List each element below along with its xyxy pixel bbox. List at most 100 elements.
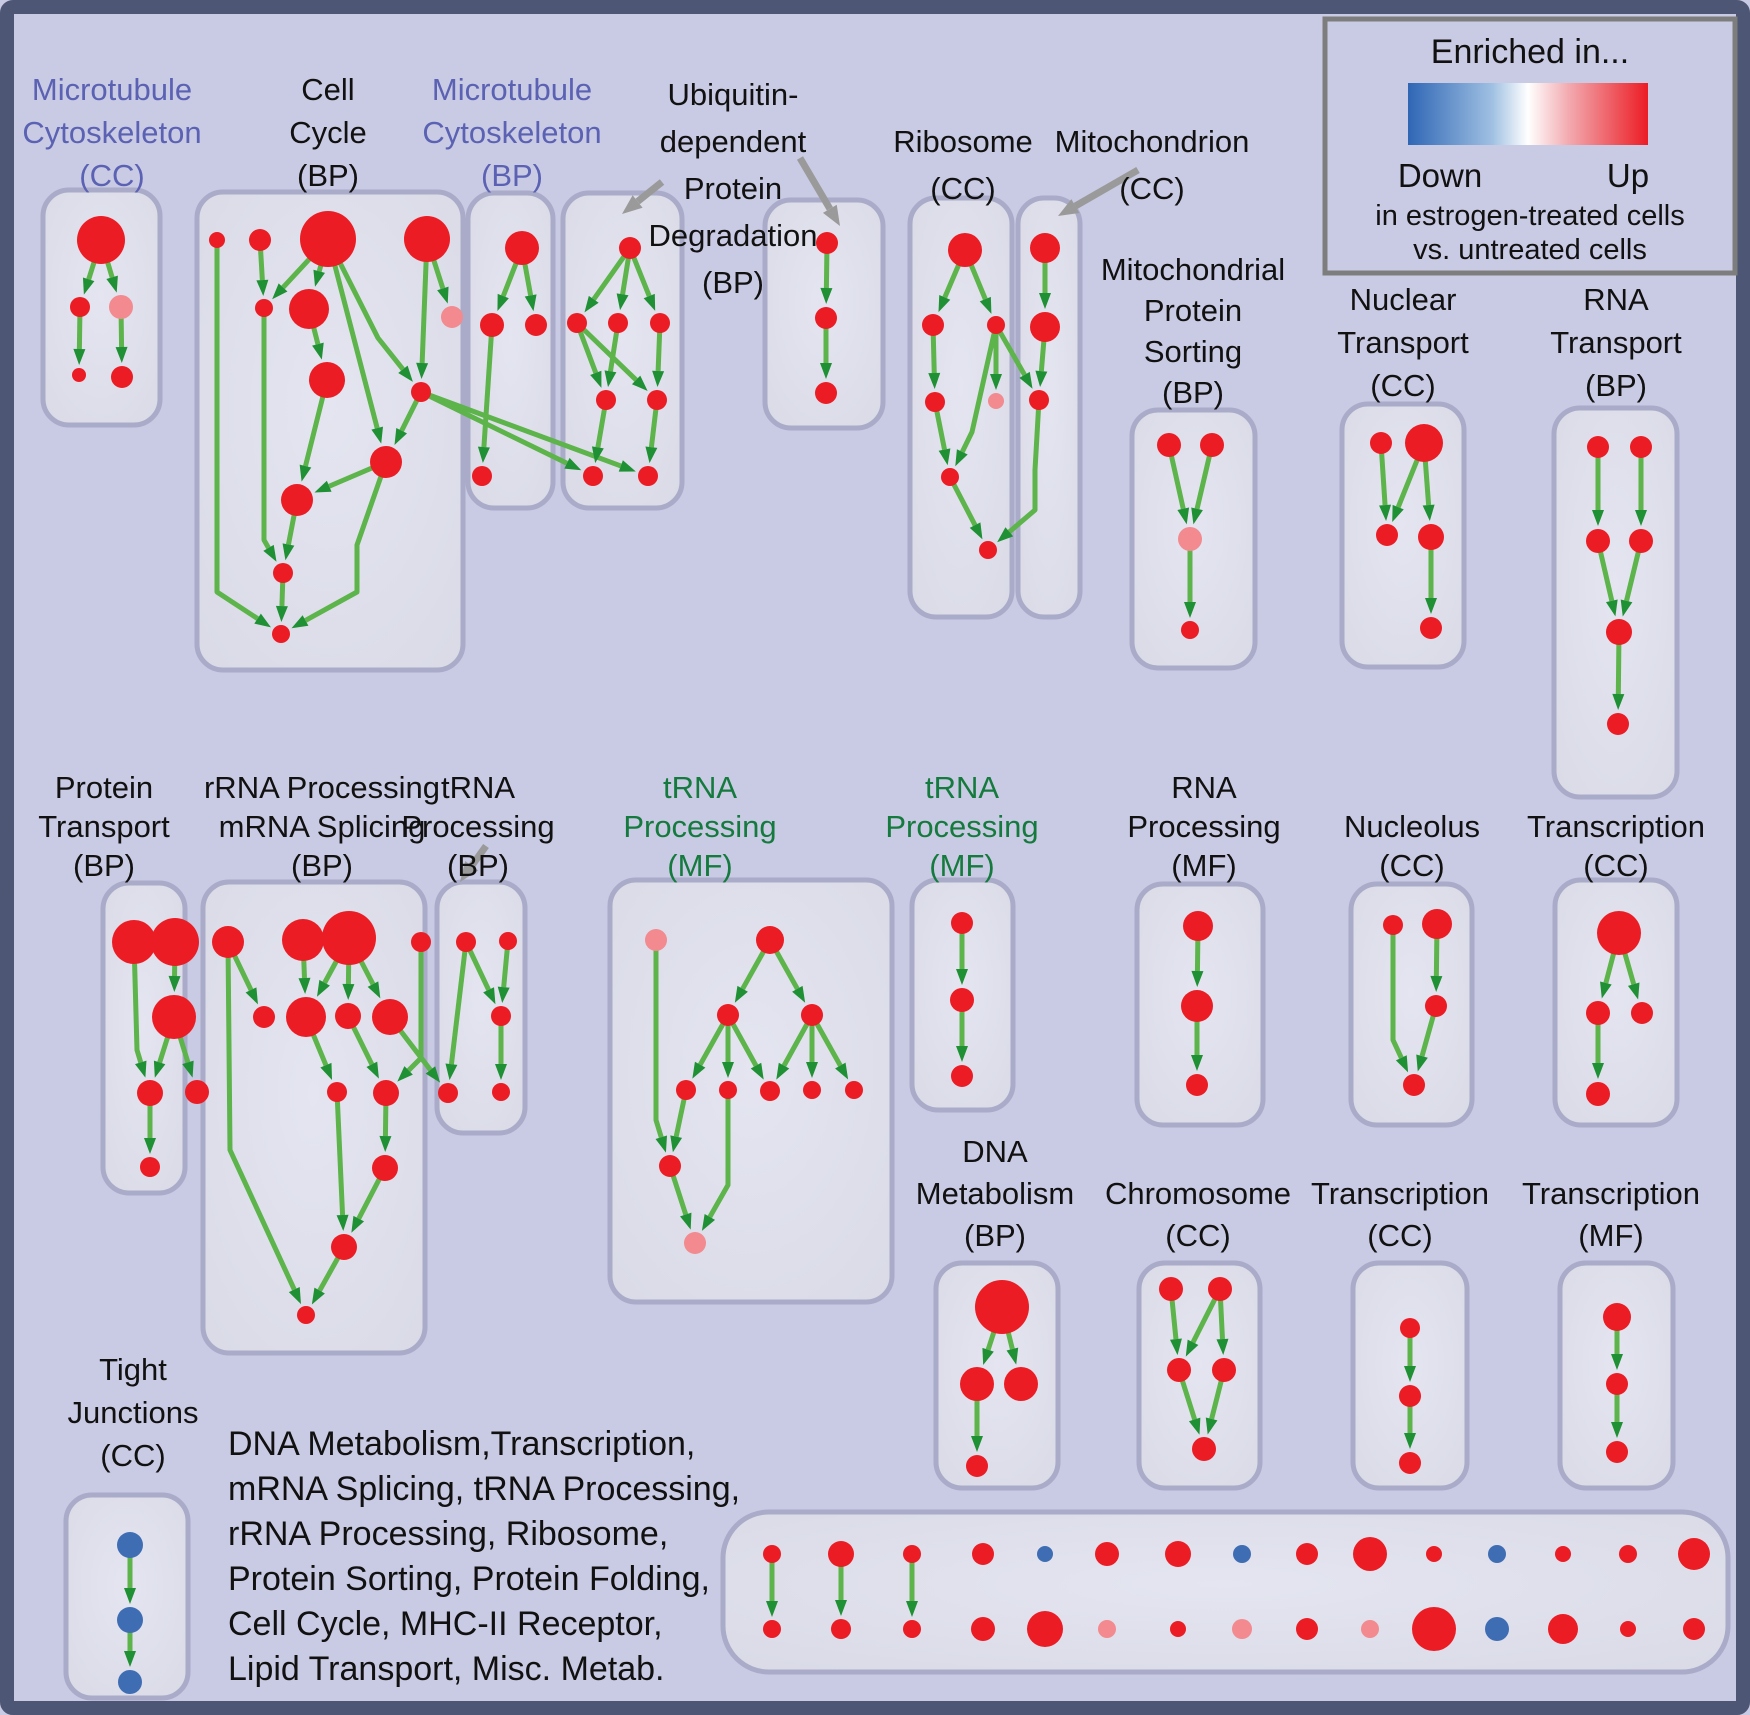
gene-node-k6-red bbox=[140, 1157, 160, 1177]
cluster-label-trna-processing-mf-1-line0: tRNA bbox=[663, 770, 737, 805]
edge-l10-l11-head bbox=[379, 1135, 392, 1153]
edge-b5-b12-head bbox=[263, 544, 277, 562]
cluster-label-transcription-cc-2-line0: Transcription bbox=[1311, 1176, 1489, 1211]
edge-t2-t4-head bbox=[1216, 1338, 1229, 1356]
gene-node-a5-red bbox=[111, 366, 133, 388]
edge-o2-o3-head bbox=[956, 1046, 968, 1062]
edge-d1-d3-head bbox=[616, 293, 629, 311]
gene-node-p2-red bbox=[1181, 990, 1213, 1022]
gene-node-b7-pink bbox=[441, 306, 463, 328]
edge-d1-d2-head bbox=[584, 295, 599, 313]
edge-b1-b13-head bbox=[254, 613, 271, 628]
gene-node-b13-red bbox=[272, 625, 290, 643]
edge-q1-q4-shaft bbox=[1390, 925, 1404, 1059]
cluster-label-trna-processing-bp-line0: tRNA bbox=[441, 770, 515, 805]
cluster-label-protein-transport-bp-line0: Protein bbox=[55, 770, 153, 805]
edge-c1-c3-head bbox=[524, 294, 537, 312]
cluster-label-transcription-mf-line1: (MF) bbox=[1578, 1218, 1643, 1253]
ubiquitin-left-arrow-head bbox=[622, 195, 643, 214]
gene-node-f5-pink bbox=[988, 393, 1004, 409]
edge-c2-c4-head bbox=[477, 446, 490, 464]
gene-node-l3-red bbox=[322, 911, 376, 965]
ubiquitin-right-arrow-shaft bbox=[796, 156, 833, 211]
edge-g3-f7-shaft bbox=[1007, 399, 1042, 534]
cluster-label-transcription-cc-1-line1: (CC) bbox=[1583, 848, 1648, 883]
edge-a1-a2-head bbox=[82, 277, 95, 295]
gene-node-m5-red bbox=[492, 1083, 510, 1101]
cluster-label-mitochondrion-cc-line0: Mitochondrion bbox=[1055, 124, 1250, 159]
gene-node-t2-red bbox=[1208, 1277, 1232, 1301]
cluster-label-transcription-mf-line0: Transcription bbox=[1522, 1176, 1700, 1211]
edge-i2-i4-head bbox=[1422, 504, 1435, 522]
edge-n3-n5-head bbox=[692, 1061, 706, 1079]
edge-b9-b10-head bbox=[394, 428, 408, 446]
edge-v1-v2-head bbox=[1611, 1354, 1623, 1370]
edge-b3-b9-shaft bbox=[325, 237, 405, 371]
gene-node-g3-red bbox=[1029, 390, 1049, 410]
gene-node-c2-red bbox=[480, 313, 504, 337]
edge-n4-n8-head bbox=[806, 1062, 818, 1078]
cluster-label-transcription-cc-2-line1: (CC) bbox=[1367, 1218, 1432, 1253]
edge-c1-c2-head bbox=[497, 293, 509, 312]
gene-node-xb6-pink bbox=[1098, 1620, 1116, 1638]
cluster-label-tight-junctions-cc-line2: (CC) bbox=[100, 1438, 165, 1473]
gene-node-xt7-red bbox=[1165, 1541, 1191, 1567]
edge-b3-b6-head bbox=[313, 269, 326, 287]
cluster-box-microtubule-bp bbox=[465, 190, 556, 511]
cluster-label-trna-processing-mf-2-line1: Processing bbox=[885, 809, 1038, 844]
edge-n2-n3-head bbox=[734, 985, 748, 1003]
gene-node-a3-pink bbox=[109, 295, 133, 319]
edge-l9-l12-shaft bbox=[334, 1091, 346, 1216]
footnote-line-1: mRNA Splicing, tRNA Processing, bbox=[228, 1470, 740, 1508]
gene-node-i5-red bbox=[1420, 617, 1442, 639]
ubiquitin-left-arrow-shaft bbox=[635, 179, 665, 205]
gene-node-h1-red bbox=[1157, 433, 1181, 457]
edge-r2-r4-head bbox=[1592, 1063, 1604, 1079]
cluster-label-mito-protein-sorting-bp-line3: (BP) bbox=[1162, 375, 1224, 410]
gene-node-n1-pink bbox=[645, 929, 667, 951]
edge-l4-l10-head bbox=[397, 1066, 413, 1082]
edge-l9-l12-head bbox=[336, 1214, 349, 1232]
gene-node-r1-red bbox=[1597, 911, 1641, 955]
edge-j3-j5-head bbox=[1605, 599, 1618, 617]
edge-m1-m4-head bbox=[445, 1063, 458, 1081]
cluster-label-nuclear-transport-cc-line0: Nuclear bbox=[1350, 282, 1457, 317]
gene-node-n5-red bbox=[676, 1080, 696, 1100]
edge-s1-s2-head bbox=[982, 1347, 994, 1365]
edge-q1-q4-head bbox=[1395, 1055, 1409, 1073]
edge-r1-r2-head bbox=[1600, 981, 1612, 999]
edge-s2-s4-head bbox=[971, 1436, 983, 1452]
edge-f2-f4-head bbox=[928, 372, 941, 390]
edge-k4-k6-head bbox=[144, 1138, 156, 1154]
cluster-label-mitochondrion-cc-line1: (CC) bbox=[1119, 171, 1184, 206]
gene-node-q3-red bbox=[1425, 995, 1447, 1017]
gene-node-xt8-blue bbox=[1233, 1545, 1251, 1563]
cluster-label-nucleolus-cc-line1: (CC) bbox=[1379, 848, 1444, 883]
gene-node-h4-red bbox=[1181, 621, 1199, 639]
edge-l3-l6-head bbox=[316, 979, 330, 997]
gene-node-d8-red bbox=[638, 466, 658, 486]
gene-node-o3-red bbox=[951, 1065, 973, 1087]
edge-xt3-xb3-head bbox=[906, 1601, 918, 1617]
cluster-label-rrna-mrna-bp-line0: rRNA Processing bbox=[204, 770, 440, 805]
gene-node-m3-red bbox=[491, 1006, 511, 1026]
gene-node-s1-red bbox=[975, 1280, 1029, 1334]
gene-node-xb13-red bbox=[1548, 1614, 1578, 1644]
edge-n4-n9-head bbox=[835, 1062, 849, 1080]
edge-m3-m5-head bbox=[495, 1064, 507, 1080]
cluster-label-chromosome-cc-line1: (CC) bbox=[1165, 1218, 1230, 1253]
edge-a1-a3-head bbox=[106, 275, 118, 293]
edge-l1-l5-head bbox=[245, 987, 258, 1005]
gene-node-b4-red bbox=[404, 216, 450, 262]
footnote-line-2: rRNA Processing, Ribosome, bbox=[228, 1515, 668, 1553]
gene-node-xb3-red bbox=[903, 1620, 921, 1638]
legend-title: Enriched in... bbox=[1431, 33, 1629, 71]
edge-b10-b11-head bbox=[314, 480, 332, 493]
gene-node-j4-red bbox=[1629, 529, 1653, 553]
edge-b1-b13-shaft bbox=[214, 240, 259, 621]
cluster-label-nucleolus-cc-line0: Nucleolus bbox=[1344, 809, 1480, 844]
edge-f3-f5-head bbox=[990, 374, 1002, 390]
gene-node-i4-red bbox=[1418, 524, 1444, 550]
